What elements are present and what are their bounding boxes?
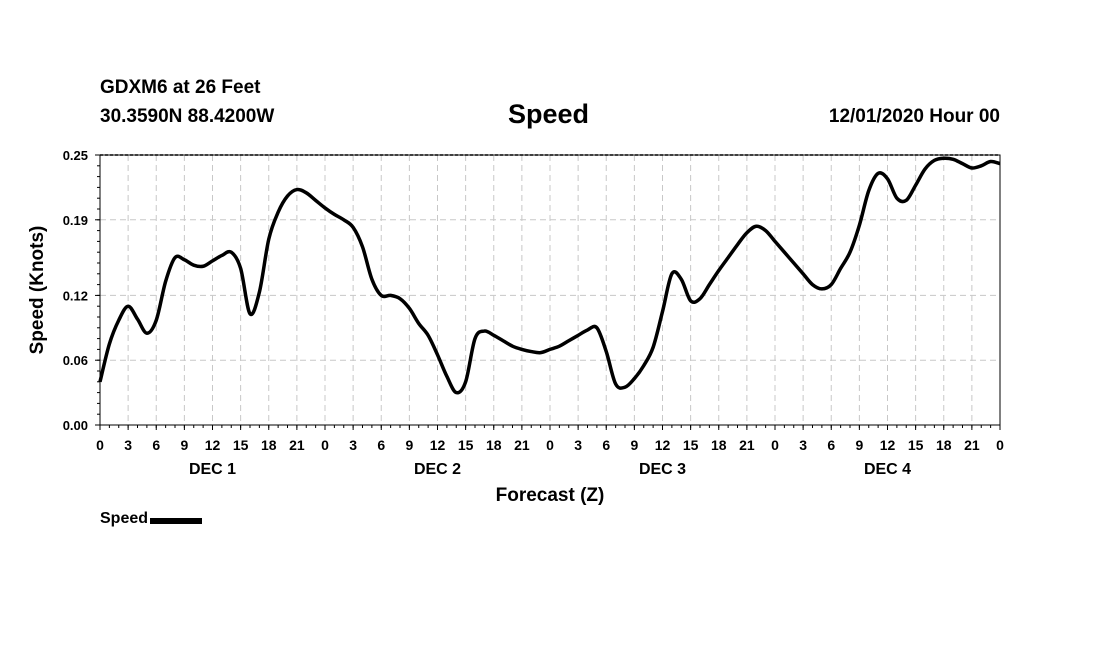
legend-label: Speed [100, 510, 149, 527]
station-label: GDXM6 at 26 Feet [100, 77, 261, 98]
x-tick-label: 3 [799, 437, 807, 453]
x-tick-label: 3 [124, 437, 132, 453]
x-tick-label: 12 [655, 437, 671, 453]
x-tick-label: 9 [630, 437, 638, 453]
x-tick-label: 21 [289, 437, 305, 453]
x-tick-label: 6 [152, 437, 160, 453]
day-label: DEC 2 [414, 461, 461, 478]
x-tick-label: 9 [180, 437, 188, 453]
y-tick-label: 0.25 [63, 148, 88, 163]
x-tick-label: 3 [574, 437, 582, 453]
x-tick-label: 15 [233, 437, 249, 453]
coordinates-label: 30.3590N 88.4200W [100, 106, 275, 127]
x-tick-label: 0 [996, 437, 1004, 453]
x-tick-label: 9 [855, 437, 863, 453]
x-tick-label: 21 [514, 437, 530, 453]
forecast-datetime: 12/01/2020 Hour 00 [828, 106, 1000, 127]
x-tick-label: 6 [602, 437, 610, 453]
day-label: DEC 4 [864, 461, 911, 478]
x-tick-label: 18 [936, 437, 952, 453]
legend-swatch [150, 517, 203, 524]
x-axis-title: Forecast (Z) [496, 485, 605, 506]
x-tick-label: 0 [321, 437, 329, 453]
x-tick-label: 18 [711, 437, 727, 453]
x-tick-label: 0 [96, 437, 104, 453]
x-tick-label: 18 [261, 437, 277, 453]
x-tick-label: 0 [546, 437, 554, 453]
chart-title: Speed [508, 99, 590, 129]
x-tick-label: 6 [827, 437, 835, 453]
series-line-speed [98, 156, 1001, 395]
y-tick-label: 0.19 [63, 213, 88, 228]
x-tick-label: 15 [908, 437, 924, 453]
y-tick-label: 0.00 [63, 418, 88, 433]
x-tick-label: 12 [205, 437, 221, 453]
day-label: DEC 3 [639, 461, 686, 478]
x-tick-label: 12 [880, 437, 896, 453]
y-tick-label: 0.06 [63, 353, 88, 368]
x-tick-label: 21 [739, 437, 755, 453]
legend: Speed [100, 510, 203, 528]
x-tick-label: 3 [349, 437, 357, 453]
x-tick-label: 18 [486, 437, 502, 453]
x-tick-label: 0 [771, 437, 779, 453]
x-tick-label: 12 [430, 437, 446, 453]
x-tick-label: 6 [377, 437, 385, 453]
y-axis-title: Speed (Knots) [27, 226, 48, 355]
x-tick-label: 15 [458, 437, 474, 453]
day-label: DEC 1 [189, 461, 236, 478]
x-tick-label: 9 [405, 437, 413, 453]
x-tick-label: 21 [964, 437, 980, 453]
x-tick-label: 15 [683, 437, 699, 453]
y-tick-label: 0.12 [63, 288, 88, 303]
